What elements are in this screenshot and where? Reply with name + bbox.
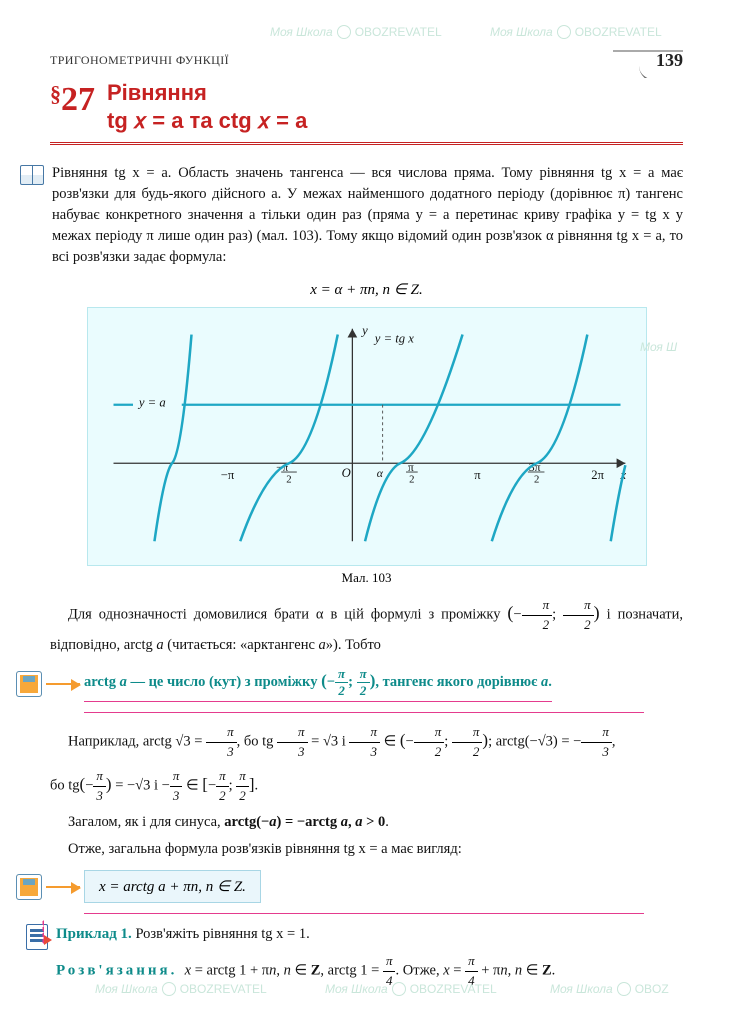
section-heading: §27 Рівняння tg 𝑥 = a та ctg 𝑥 = a (50, 79, 683, 145)
example-text: Розв'яжіть рівняння tg x = 1. (135, 926, 309, 942)
section-title: Рівняння tg 𝑥 = a та ctg 𝑥 = a (107, 79, 307, 134)
svg-text:2π: 2π (591, 468, 604, 482)
definition-text: arctg a — це число (кут) з проміжку (−π2… (84, 666, 552, 702)
paragraph-3: Наприклад, arctg √3 = π3, бо tg π3 = √3 … (50, 723, 683, 762)
chapter-label: ТРИГОНОМЕТРИЧНІ ФУНКЦІЇ (50, 53, 229, 68)
notes-arrow-icon (26, 924, 48, 950)
svg-text:2: 2 (286, 474, 291, 486)
section-title-line1: Рівняння (107, 79, 307, 107)
example-1: Приклад 1. Розв'яжіть рівняння tg x = 1.… (26, 924, 683, 996)
disk-icon (16, 671, 42, 697)
svg-text:2: 2 (409, 474, 414, 486)
svg-text:π: π (474, 468, 481, 482)
svg-text:y = a: y = a (136, 396, 165, 410)
formula-block: x = arctg a + πn, n ∈ Z. (16, 870, 683, 903)
section-number-value: 27 (61, 81, 95, 118)
paragraph-6: Отже, загальна формула розв'язків рівнян… (50, 839, 683, 860)
tangent-graph: y x O y = a y = tg x α −π −π 2 π 2 π 3π … (87, 307, 647, 566)
page-header: ТРИГОНОМЕТРИЧНІ ФУНКЦІЇ 139 (50, 50, 683, 71)
corner-decoration (613, 50, 683, 78)
example-solution: Розв'язання. x = arctg 1 + πn, n ∈ Z, ar… (56, 952, 683, 991)
watermark: Моя ШколаOBOZREVATEL (270, 25, 442, 39)
pink-rule-2 (84, 913, 644, 914)
paragraph-2: Для однозначності домовилися брати α в ц… (50, 596, 683, 656)
example-label: Приклад 1. (56, 926, 132, 942)
svg-text:O: O (341, 466, 350, 480)
example-statement: Приклад 1. Розв'яжіть рівняння tg x = 1. (56, 924, 683, 946)
svg-text:y = tg x: y = tg x (372, 331, 413, 345)
graph-svg: y x O y = a y = tg x α −π −π 2 π 2 π 3π … (94, 314, 640, 554)
graph-caption: Мал. 103 (50, 570, 683, 586)
formula-1: x = α + πn, n ∈ Z. (50, 280, 683, 299)
svg-text:α: α (376, 467, 383, 480)
general-formula: x = arctg a + πn, n ∈ Z. (84, 870, 261, 903)
arrow-icon-2 (46, 886, 80, 888)
paragraph-1: Рівняння tg x = a. Область значень танге… (52, 163, 683, 268)
section-number: §27 (50, 79, 95, 117)
textbook-page: ТРИГОНОМЕТРИЧНІ ФУНКЦІЇ 139 §27 Рівняння… (0, 0, 733, 1027)
definition-block: arctg a — це число (кут) з проміжку (−π2… (16, 666, 683, 702)
svg-text:y: y (360, 324, 368, 338)
svg-text:−π: −π (220, 468, 234, 482)
paragraph-5: Загалом, як і для синуса, arctg(−a) = −a… (50, 812, 683, 833)
paragraph-4: бо tg(−π3) = −√3 і −π3 ∈ [−π2; π2]. (50, 767, 683, 806)
solution-label: Розв'язання. (56, 963, 177, 979)
dotted-margin (42, 920, 44, 944)
disk-icon-2 (16, 874, 42, 900)
arrow-icon (46, 683, 80, 685)
svg-text:2: 2 (533, 474, 538, 486)
watermark: Моя ШколаOBOZREVATEL (490, 25, 662, 39)
book-icon (20, 165, 44, 185)
section-title-line2: tg 𝑥 = a та ctg 𝑥 = a (107, 107, 307, 135)
pink-rule (84, 712, 644, 713)
